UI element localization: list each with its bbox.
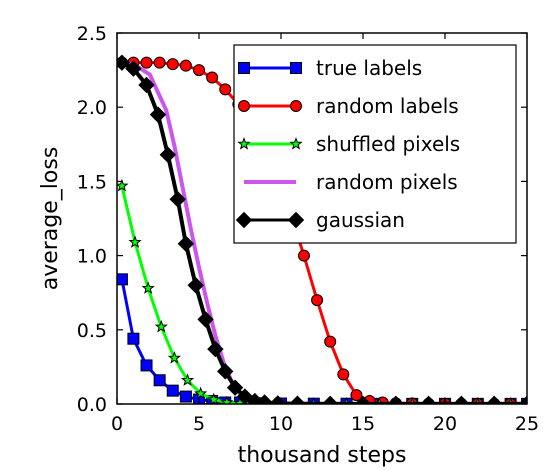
data-point-random-labels bbox=[311, 294, 324, 307]
legend-marker-gaussian bbox=[287, 211, 305, 229]
y-tick-label: 1.5 bbox=[77, 171, 107, 193]
data-point-gaussian bbox=[177, 235, 195, 252]
data-point-shuffled-pixels bbox=[220, 395, 234, 404]
legend-label-shuffled-pixels: shuffled pixels bbox=[316, 132, 460, 156]
data-point-shuffled-pixels bbox=[128, 235, 142, 248]
legend-marker-true-labels bbox=[290, 62, 302, 74]
data-point-random-labels bbox=[153, 56, 166, 69]
legend-marker-shuffled-pixels bbox=[237, 137, 251, 150]
data-point-shuffled-pixels bbox=[141, 281, 155, 294]
data-point-shuffled-pixels bbox=[154, 319, 168, 333]
data-point-gaussian bbox=[453, 395, 470, 404]
data-point-gaussian bbox=[321, 395, 339, 404]
data-point-gaussian bbox=[197, 311, 214, 328]
data-point-gaussian bbox=[149, 106, 167, 123]
data-point-shuffled-pixels bbox=[180, 373, 195, 386]
data-point-gaussian bbox=[485, 395, 503, 404]
data-point-gaussian bbox=[256, 394, 273, 404]
data-point-gaussian bbox=[207, 340, 224, 358]
y-tick-label: 2.0 bbox=[77, 97, 107, 119]
data-point-gaussian bbox=[125, 60, 142, 77]
data-point-gaussian bbox=[138, 76, 155, 94]
legend-marker-random-labels bbox=[290, 100, 302, 112]
legend-label-true-labels: true labels bbox=[316, 56, 422, 80]
legend: true labels random labels shuffled pixels r… bbox=[233, 44, 517, 244]
legend-marker-shuffled-pixels bbox=[289, 137, 303, 150]
data-point-random-labels bbox=[193, 64, 205, 77]
x-tick-label: 15 bbox=[351, 413, 375, 435]
data-point-gaussian bbox=[217, 363, 234, 380]
data-point-random-labels bbox=[179, 59, 192, 72]
data-point-random-labels bbox=[219, 83, 232, 96]
legend-label-random-labels: random labels bbox=[316, 94, 459, 118]
legend-marker-random-labels bbox=[238, 100, 250, 112]
legend-label-gaussian: gaussian bbox=[316, 208, 405, 232]
y-tick-label: 0.0 bbox=[77, 394, 107, 416]
data-point-random-labels bbox=[297, 249, 310, 262]
legend-marker-gaussian bbox=[235, 211, 253, 229]
data-point-true-labels bbox=[179, 390, 192, 403]
data-point-true-labels bbox=[166, 384, 179, 397]
data-point-gaussian bbox=[289, 395, 306, 404]
data-point-true-labels bbox=[117, 273, 128, 286]
legend-label-random-pixels: random pixels bbox=[316, 170, 458, 194]
data-point-shuffled-pixels bbox=[194, 386, 208, 400]
y-tick-label: 2.5 bbox=[77, 23, 107, 45]
y-axis-label: average_loss bbox=[38, 147, 63, 291]
data-point-shuffled-pixels bbox=[167, 351, 181, 364]
data-point-random-labels bbox=[166, 58, 179, 71]
x-tick-label: 5 bbox=[193, 413, 205, 435]
data-point-gaussian bbox=[187, 277, 204, 294]
data-point-shuffled-pixels bbox=[207, 392, 221, 404]
legend-item-shuffled-pixels: shuffled pixels bbox=[237, 132, 460, 156]
legend-item-random-labels: random labels bbox=[238, 94, 459, 118]
x-axis-label: thousand steps bbox=[238, 443, 407, 468]
data-point-random-labels bbox=[206, 71, 219, 84]
x-tick-label: 10 bbox=[269, 413, 293, 435]
data-point-true-labels bbox=[153, 374, 166, 387]
data-point-random-labels bbox=[140, 56, 153, 69]
x-tick-label: 0 bbox=[111, 413, 123, 435]
y-tick-label: 0.5 bbox=[77, 320, 107, 342]
data-point-true-labels bbox=[140, 359, 153, 372]
data-point-random-labels bbox=[350, 389, 363, 402]
data-point-gaussian bbox=[226, 379, 244, 396]
data-point-gaussian bbox=[420, 395, 437, 404]
ticks-layer: 0 5 10 15 20 25 0.0 0.5 1.0 1.5 2.0 2.5 bbox=[77, 23, 539, 435]
x-tick-label: 25 bbox=[515, 413, 539, 435]
data-point-shuffled-pixels bbox=[117, 178, 129, 192]
data-point-gaussian bbox=[117, 54, 131, 71]
data-point-true-labels bbox=[127, 332, 140, 345]
data-point-gaussian bbox=[387, 395, 405, 404]
data-point-gaussian bbox=[159, 146, 177, 163]
data-point-random-labels bbox=[337, 368, 350, 381]
plot-frame bbox=[116, 32, 528, 405]
y-tick-label: 1.0 bbox=[77, 246, 107, 268]
legend-item-random-pixels: random pixels bbox=[244, 170, 458, 194]
legend-marker-true-labels bbox=[238, 62, 250, 74]
data-point-random-labels bbox=[324, 335, 337, 348]
data-point-gaussian bbox=[169, 191, 186, 208]
data-point-gaussian bbox=[518, 395, 527, 404]
legend-item-true-labels: true labels bbox=[238, 56, 422, 80]
x-tick-label: 20 bbox=[433, 413, 457, 435]
legend-item-gaussian: gaussian bbox=[235, 208, 405, 232]
